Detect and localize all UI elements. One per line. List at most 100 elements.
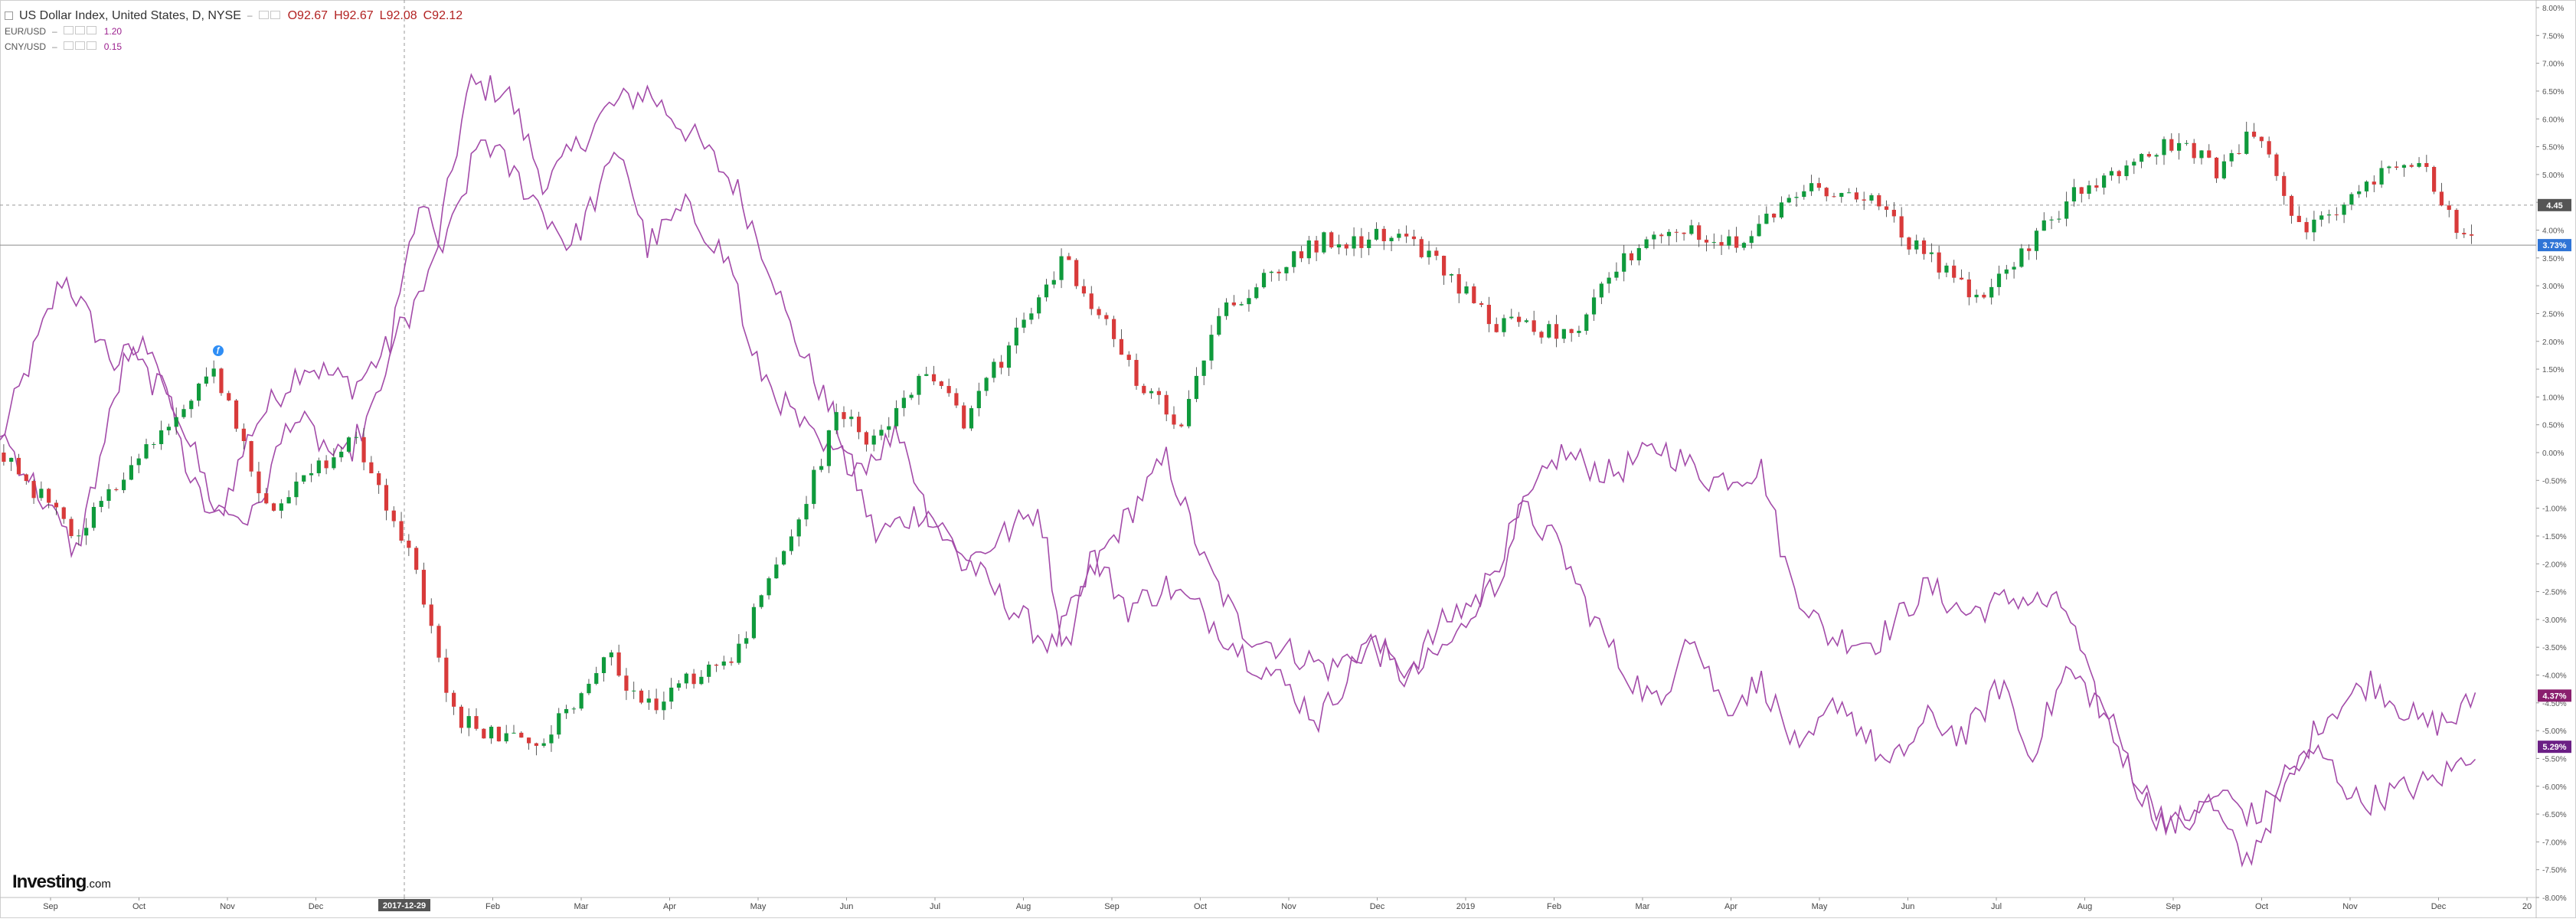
candle-body [632,690,636,692]
candle-body [77,535,81,537]
candle-body [1577,330,1581,333]
candle-body [2470,234,2474,236]
series-line-eur-usd [0,73,2476,868]
candle-body [1051,280,1056,285]
x-tick-label: Oct [2255,902,2268,911]
candle-body [1802,191,1806,198]
candle-body [616,652,621,676]
candle-body [534,743,538,746]
candle-body [1239,304,1244,306]
remove-icon[interactable] [86,26,96,34]
candle-body [2117,171,2121,176]
candle-body [1112,319,1116,339]
candle-body [1877,195,1881,207]
y-tick-label: -4.50% [2542,700,2567,708]
legend-mini-buttons[interactable] [258,8,282,24]
price-axis-value-badge [2538,198,2571,211]
candle-body [122,479,126,491]
candle-body [1427,250,1431,257]
candle-body [1344,244,1348,249]
y-tick-label: 2.50% [2542,310,2564,319]
y-tick-label: -5.00% [2542,727,2567,736]
candle-body [2424,162,2429,167]
candle-body [2401,165,2407,168]
candle-body [1816,183,1822,188]
series-chevron-icon[interactable]: – [52,26,57,37]
candle-body [1697,225,1702,240]
candle-body [541,743,546,746]
candle-body [204,376,208,384]
candle-body [1636,247,1641,260]
legend-mini-buttons[interactable] [63,24,98,39]
candle-body [39,489,44,499]
candle-body [354,436,358,438]
x-tick-label: Jun [840,902,854,911]
candle-body [2251,131,2257,137]
candle-body [2379,168,2384,185]
settings-chevron-icon[interactable]: – [247,10,253,21]
x-tick-label: Feb [1547,902,1561,911]
candle-body [1419,239,1424,257]
legend-main-row[interactable]: US Dollar Index, United States, D, NYSE … [5,8,463,24]
candle-body [1607,277,1611,284]
x-axis: Sep Oct Nov Dec 2017-12-29 Feb Mar Apr May Jun Jul… [43,897,2532,911]
candle-body [1509,316,1514,319]
legend-mini-buttons[interactable] [63,39,98,54]
candle-body [789,536,794,551]
x-tick-label: Dec [309,902,324,911]
candle-body [879,430,884,436]
candle-body [211,368,216,377]
candle-body [1907,237,1911,250]
candle-body [654,698,659,711]
candle-body [1591,297,1597,315]
candle-body [2409,165,2414,167]
candle-body [1711,242,1716,244]
candle-body [924,374,929,376]
y-tick-label: -7.00% [2542,839,2567,847]
candle-body [152,443,156,445]
visibility-icon[interactable] [63,26,74,34]
candle-body [1516,316,1522,322]
candle-body [2259,136,2264,142]
candle-body [842,412,846,420]
legend-series-cny[interactable]: CNY/USD – 0.15 [5,39,463,54]
candle-body [887,426,891,430]
candle-body [1224,302,1229,316]
candle-body [939,381,943,387]
candle-body [436,626,441,658]
candle-body [54,502,59,508]
y-tick-label: 3.50% [2542,255,2564,263]
x-tick-label: May [750,902,767,911]
legend-eur-value: 1.20 [103,26,123,37]
candle-body [646,698,651,703]
price-axis-value-badge [2538,239,2571,252]
settings-icon[interactable] [74,26,85,34]
candle-body [504,733,508,742]
visibility-icon[interactable] [258,11,269,19]
candle-body [946,386,951,394]
legend-series-eur[interactable]: EUR/USD – 1.20 [5,24,463,39]
collapse-legend-icon[interactable] [5,11,13,20]
candle-body [1397,234,1401,238]
remove-icon[interactable] [86,41,96,50]
visibility-icon[interactable] [63,41,74,50]
series-chevron-icon[interactable]: – [52,41,57,52]
candle-body [1809,183,1814,191]
event-marker-icon[interactable]: ƒ [211,344,225,358]
candle-body [1299,251,1304,259]
candle-body [549,734,554,744]
y-tick-label: -8.00% [2542,894,2567,903]
candle-body [189,401,194,410]
y-tick-label: -2.50% [2542,589,2567,597]
candle-body [47,489,51,503]
settings-icon[interactable] [74,41,85,50]
candle-body [737,643,741,663]
candle-body [1569,329,1574,333]
candlestick-series [2,121,2474,756]
candle-body [767,578,771,596]
y-tick-label: -0.50% [2542,477,2567,486]
settings-icon[interactable] [270,11,280,19]
candle-body [377,473,381,486]
